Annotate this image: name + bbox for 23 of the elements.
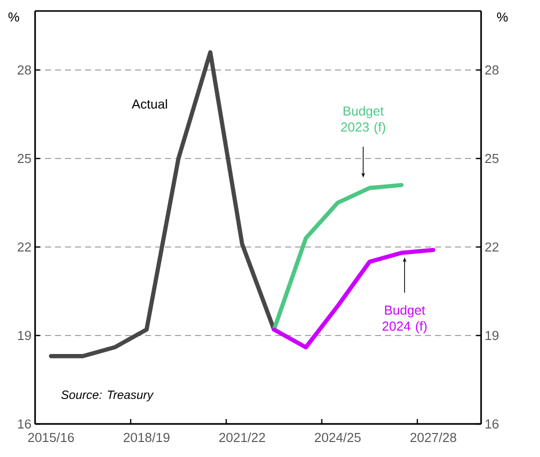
x-tick-label: 2024/25 bbox=[314, 432, 361, 442]
y2-tick-label: 16 bbox=[486, 419, 499, 429]
line-series bbox=[272, 248, 436, 350]
y2-tick-label: 25 bbox=[485, 154, 499, 164]
line-series bbox=[48, 50, 276, 358]
text: Budget 2023 (f) bbox=[341, 106, 386, 134]
x-tick-label: 2021/22 bbox=[219, 432, 265, 442]
y-tick-label: 28 bbox=[18, 65, 31, 75]
text: Budget 2024 (f) bbox=[382, 305, 427, 334]
y2-axis-title: % bbox=[497, 12, 508, 22]
y-tick-label: 19 bbox=[18, 330, 31, 340]
y2-tick-label: 19 bbox=[486, 330, 498, 340]
series-label: Actual bbox=[132, 99, 167, 109]
x-tick-label: 2015/16 bbox=[28, 432, 74, 442]
y-tick-label: 16 bbox=[18, 419, 31, 429]
y2-tick-label: 28 bbox=[485, 65, 499, 75]
x-tick-label: 2027/28 bbox=[410, 432, 456, 442]
x-tick-label: 2018/19 bbox=[124, 432, 170, 442]
y-axis-title: % bbox=[8, 12, 20, 22]
annotation: Source: Treasury bbox=[61, 390, 154, 402]
y2-tick-label: 22 bbox=[485, 242, 498, 252]
y-tick-label: 22 bbox=[18, 242, 31, 252]
y-tick-label: 25 bbox=[18, 154, 31, 164]
